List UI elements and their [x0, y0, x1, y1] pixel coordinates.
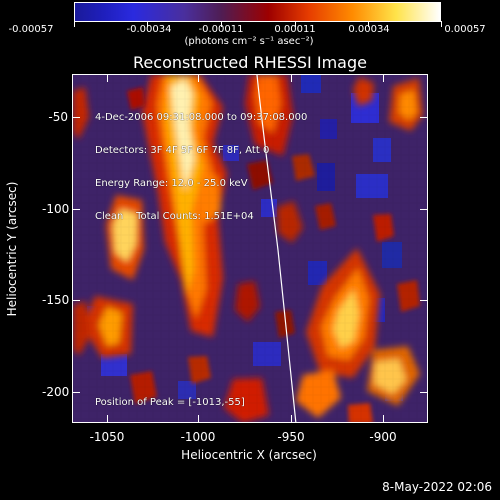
colorbar-unit-label: (photons cm⁻² s⁻¹ asec⁻²) [184, 36, 314, 47]
generated-date: 8-May-2022 02:06 [382, 480, 492, 494]
pixel-grid [73, 75, 427, 422]
colorbar-tick [295, 21, 296, 27]
y-tick-label: -150 [42, 293, 70, 307]
observation-line-2: Detectors: 3F 4F 5F 6F 7F 8F, Att 0 [95, 145, 270, 156]
right-y-axis-tick [420, 209, 428, 210]
top-x-axis-tick [383, 74, 384, 82]
colorbar-tick [147, 21, 148, 27]
observation-info: 4-Dec-2006 09:31:08.000 to 09:37:08.000 … [95, 90, 307, 233]
colorbar-label: -0.00034 [126, 24, 172, 35]
colorbar-label: -0.00011 [198, 24, 244, 35]
right-y-axis-tick [420, 117, 428, 118]
x-tick-label: -950 [277, 430, 305, 444]
observation-line-1: 4-Dec-2006 09:31:08.000 to 09:37:08.000 [95, 112, 308, 123]
y-axis-label: Heliocentric Y (arcsec) [5, 181, 19, 317]
x-tick-label: -900 [369, 430, 397, 444]
y-tick-label: -100 [42, 202, 70, 216]
top-x-axis-tick [107, 74, 108, 82]
y-axis-tick [72, 117, 80, 118]
x-axis-tick [198, 415, 199, 423]
y-axis-tick [72, 392, 80, 393]
colorbar-label: -0.00057 [8, 24, 54, 35]
colorbar-label: 0.00034 [348, 24, 390, 35]
observation-line-4: Clean Total Counts: 1.51E+04 [95, 211, 254, 222]
colorbar-label: 0.00011 [274, 24, 316, 35]
y-tick-label: -50 [48, 110, 68, 124]
observation-line-3: Energy Range: 12.0 - 25.0 keV [95, 178, 248, 189]
x-axis-tick [291, 415, 292, 423]
plot-title: Reconstructed RHESSI Image [133, 53, 367, 72]
y-axis-tick [72, 300, 80, 301]
solar-limb-line [256, 75, 297, 422]
colorbar-tick [74, 21, 75, 27]
colorbar-tick [221, 21, 222, 27]
right-y-axis-tick [420, 392, 428, 393]
x-axis-tick [383, 415, 384, 423]
right-y-axis-tick [420, 300, 428, 301]
y-tick-label: -200 [42, 385, 70, 399]
colorbar-fill [75, 3, 440, 21]
x-tick-label: -1050 [89, 430, 125, 444]
colorbar-tick [441, 21, 442, 27]
colorbar-tick [368, 21, 369, 27]
rhessi-image [73, 75, 427, 422]
colorbar-label: 0.00057 [444, 24, 486, 35]
x-axis-tick [107, 415, 108, 423]
y-axis-tick [72, 209, 80, 210]
top-x-axis-tick [198, 74, 199, 82]
rhessi-image-frame [72, 74, 428, 423]
top-x-axis-tick [291, 74, 292, 82]
x-axis-label: Heliocentric X (arcsec) [181, 448, 317, 462]
colorbar-gradient [74, 2, 441, 22]
x-tick-label: -1000 [180, 430, 216, 444]
peak-position: Position of Peak = [-1013,-55] [95, 397, 245, 408]
